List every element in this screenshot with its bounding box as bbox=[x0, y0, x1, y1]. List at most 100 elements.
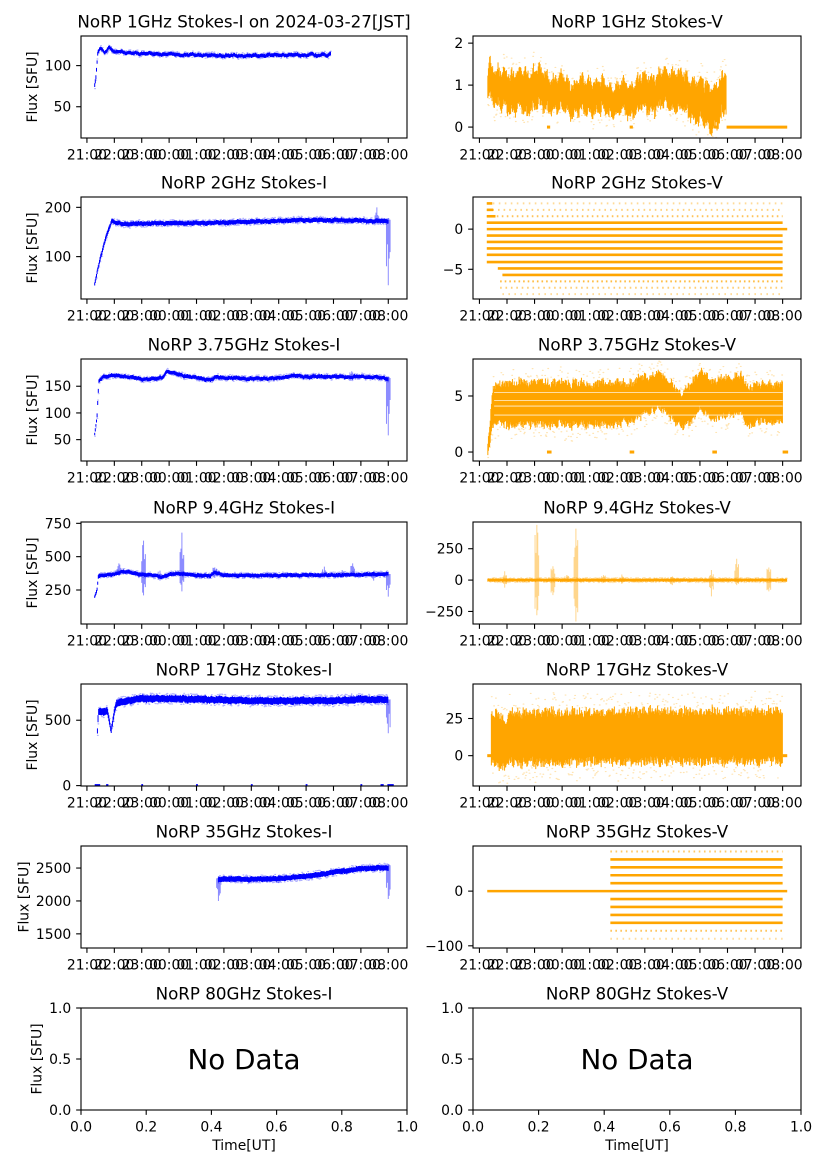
x-tick-label: 08:00 bbox=[368, 309, 408, 325]
x-tick-label: 23:00 bbox=[515, 471, 555, 487]
data-band bbox=[94, 369, 389, 436]
x-tick-label: 05:00 bbox=[680, 148, 720, 164]
y-tick-label: 5 bbox=[454, 389, 463, 405]
axes-frame bbox=[472, 521, 802, 625]
spike-mark bbox=[619, 574, 625, 584]
x-tick-label: 05:00 bbox=[286, 148, 326, 164]
x-tick-label: 22:00 bbox=[94, 958, 134, 974]
panel-title: NoRP 2GHz Stokes-V bbox=[551, 173, 723, 193]
x-tick-label: 0.8 bbox=[331, 1120, 353, 1136]
spike-mark bbox=[385, 699, 391, 734]
x-tick-label: 06:00 bbox=[707, 148, 747, 164]
spike-mark bbox=[116, 563, 122, 576]
x-tick-label: 05:00 bbox=[680, 958, 720, 974]
x-tick-label: 05:00 bbox=[680, 634, 720, 650]
y-tick-label: 0.5 bbox=[441, 1052, 463, 1068]
panel-title: NoRP 9.4GHz Stokes-I bbox=[153, 498, 335, 518]
spike-mark bbox=[670, 576, 675, 586]
y-tick-label: 0 bbox=[454, 749, 463, 765]
x-tick-label: 01:00 bbox=[570, 958, 610, 974]
x-tick-label: 06:00 bbox=[313, 634, 353, 650]
spike-mark bbox=[157, 570, 163, 581]
x-tick-label: 00:00 bbox=[149, 471, 189, 487]
data-scatter-halo bbox=[94, 367, 390, 437]
y-tick-label: 25 bbox=[446, 711, 464, 727]
x-tick-label: 0.0 bbox=[70, 1120, 92, 1136]
x-tick-label: 23:00 bbox=[515, 958, 555, 974]
y-tick-label: 0.5 bbox=[49, 1052, 71, 1068]
data-scatter-halo bbox=[490, 690, 784, 784]
x-tick-label: 04:00 bbox=[652, 309, 692, 325]
x-tick-label: 1.0 bbox=[790, 1120, 812, 1136]
x-tick-label: 08:00 bbox=[368, 634, 408, 650]
y-tick-label: 200 bbox=[45, 200, 72, 216]
x-tick-label: 08:00 bbox=[763, 309, 803, 325]
x-tick-label: 02:00 bbox=[204, 309, 244, 325]
x-tick-label: 22:00 bbox=[94, 471, 134, 487]
x-tick-label: 21:00 bbox=[459, 796, 499, 812]
y-tick-label: 2500 bbox=[36, 861, 71, 877]
x-tick-label: 04:00 bbox=[652, 148, 692, 164]
x-tick-label: 22:00 bbox=[487, 148, 527, 164]
y-tick-label: 100 bbox=[45, 406, 72, 422]
x-tick-label: 08:00 bbox=[763, 471, 803, 487]
y-axis-label: Flux [SFU] bbox=[25, 374, 41, 445]
plot-area bbox=[94, 207, 391, 286]
axes-frame bbox=[80, 196, 408, 300]
x-tick-label: 01:00 bbox=[176, 148, 216, 164]
chart-panel: 21:0022:0023:0000:0001:0002:0003:0004:00… bbox=[25, 173, 408, 325]
x-tick-label: 07:00 bbox=[341, 148, 381, 164]
x-tick-label: 23:00 bbox=[122, 148, 162, 164]
y-tick-label: 100 bbox=[45, 59, 72, 75]
spike-mark bbox=[141, 540, 146, 596]
data-band bbox=[94, 45, 331, 88]
plot-area bbox=[216, 862, 391, 901]
chart-panel: 21:0022:0023:0000:0001:0002:0003:0004:00… bbox=[25, 12, 410, 164]
x-tick-label: 0.4 bbox=[593, 1120, 615, 1136]
panel-title: NoRP 3.75GHz Stokes-V bbox=[538, 335, 737, 355]
x-tick-label: 02:00 bbox=[597, 634, 637, 650]
chart-panel: 21:0022:0023:0000:0001:0002:0003:0004:00… bbox=[25, 498, 408, 650]
x-tick-label: 01:00 bbox=[570, 471, 610, 487]
x-tick-label: 22:00 bbox=[94, 796, 134, 812]
chart-panel: 21:0022:0023:0000:0001:0002:0003:0004:00… bbox=[16, 822, 408, 974]
no-data-annotation: No Data bbox=[187, 1043, 300, 1076]
x-tick-label: 06:00 bbox=[707, 796, 747, 812]
spike-mark bbox=[734, 558, 739, 586]
x-tick-label: 06:00 bbox=[313, 796, 353, 812]
x-tick-label: 06:00 bbox=[313, 471, 353, 487]
x-tick-label: 01:00 bbox=[570, 309, 610, 325]
x-tick-label: 03:00 bbox=[625, 309, 665, 325]
x-tick-label: 22:00 bbox=[487, 634, 527, 650]
y-axis-label: Flux [SFU] bbox=[25, 212, 41, 283]
x-tick-label: 02:00 bbox=[597, 796, 637, 812]
axes-frame bbox=[472, 845, 802, 949]
data-band bbox=[487, 55, 727, 136]
x-tick-label: 03:00 bbox=[231, 471, 271, 487]
data-scatter-halo bbox=[487, 360, 784, 459]
axes-frame bbox=[80, 358, 408, 462]
plot-area bbox=[487, 850, 788, 940]
x-tick-label: 23:00 bbox=[515, 796, 555, 812]
y-axis-label: Flux [SFU] bbox=[16, 861, 32, 932]
x-tick-label: 07:00 bbox=[735, 309, 775, 325]
panel-title: NoRP 1GHz Stokes-I on 2024-03-27[JST] bbox=[77, 12, 410, 32]
x-tick-label: 01:00 bbox=[176, 958, 216, 974]
y-tick-label: 1 bbox=[454, 78, 463, 94]
x-tick-label: 23:00 bbox=[122, 309, 162, 325]
spike-mark bbox=[216, 875, 221, 901]
x-tick-label: 00:00 bbox=[149, 958, 189, 974]
spike-mark bbox=[322, 566, 327, 576]
spike-mark bbox=[573, 528, 579, 622]
x-tick-label: 07:00 bbox=[341, 634, 381, 650]
x-tick-label: 04:00 bbox=[259, 471, 299, 487]
data-scatter-halo bbox=[95, 215, 390, 279]
y-tick-label: 100 bbox=[45, 250, 72, 266]
x-tick-label: 23:00 bbox=[122, 958, 162, 974]
x-tick-label: 05:00 bbox=[680, 796, 720, 812]
x-tick-label: 07:00 bbox=[735, 148, 775, 164]
chart-panel: No Data 0.0 0.2 0.4 0.6 0.8 1.0 0.0 0.5 1.0 NoRP 8… bbox=[30, 984, 418, 1155]
y-tick-label: 150 bbox=[45, 379, 72, 395]
x-tick-label: 07:00 bbox=[735, 958, 775, 974]
